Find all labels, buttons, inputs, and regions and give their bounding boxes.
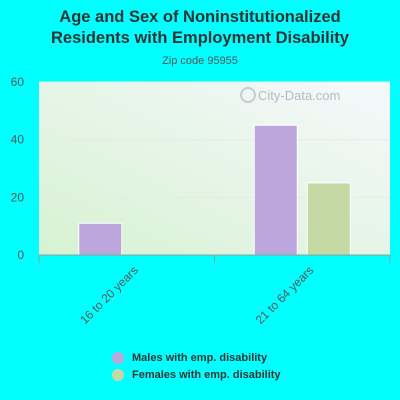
legend-item-males: Males with emp. disability bbox=[112, 349, 281, 366]
watermark: City-Data.com bbox=[240, 87, 340, 103]
chart-title: Age and Sex of Noninstitutionalized Resi… bbox=[0, 7, 400, 49]
legend-swatch-females bbox=[112, 368, 124, 381]
y-tick-label: 0 bbox=[17, 248, 24, 262]
chart-title-line-2: Residents with Employment Disability bbox=[51, 29, 349, 47]
legend-label-females: Females with emp. disability bbox=[132, 368, 281, 381]
y-tick-label: 60 bbox=[11, 75, 25, 89]
legend-swatch-males bbox=[112, 351, 124, 364]
bar-males-0 bbox=[78, 222, 123, 256]
legend: Males with emp. disability Females with … bbox=[112, 349, 281, 383]
y-tick-label: 20 bbox=[11, 190, 25, 204]
x-tick-label: 21 to 64 years bbox=[253, 263, 317, 327]
legend-item-females: Females with emp. disability bbox=[112, 366, 281, 383]
bar-females-1 bbox=[306, 182, 351, 256]
legend-label-males: Males with emp. disability bbox=[132, 351, 268, 364]
chart-title-line-1: Age and Sex of Noninstitutionalized bbox=[59, 8, 341, 26]
bar-males-1 bbox=[253, 124, 298, 256]
chart-subtitle: Zip code 95955 bbox=[162, 55, 238, 67]
watermark-logo-icon bbox=[240, 87, 256, 103]
y-tick-label: 40 bbox=[11, 133, 25, 147]
watermark-text: City-Data.com bbox=[258, 88, 340, 103]
x-tick-label: 16 to 20 years bbox=[77, 263, 141, 327]
